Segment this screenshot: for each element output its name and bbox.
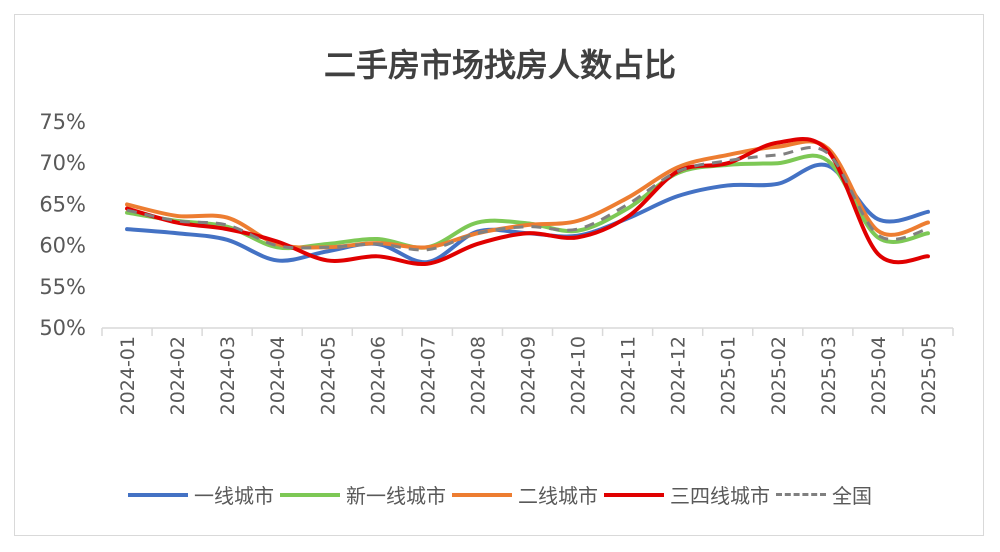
x-tick-label: 2024-07 xyxy=(417,336,439,415)
legend-swatch xyxy=(452,492,512,497)
legend: 一线城市 新一线城市 二线城市 三四线城市 全国 xyxy=(0,480,1000,509)
y-tick-label: 60% xyxy=(39,234,86,258)
legend-item: 全国 xyxy=(776,480,872,509)
legend-item: 新一线城市 xyxy=(280,480,446,509)
legend-label: 三四线城市 xyxy=(670,484,770,508)
x-tick-label: 2024-02 xyxy=(167,336,189,415)
series-line-3 xyxy=(125,136,930,267)
chart-frame xyxy=(14,14,984,536)
y-tick-label: 50% xyxy=(39,316,86,340)
series-line-0 xyxy=(125,162,930,265)
legend-swatch xyxy=(776,493,826,496)
x-tick-label: 2024-12 xyxy=(668,336,690,415)
legend-label: 全国 xyxy=(832,484,872,508)
x-tick-label: 2024-01 xyxy=(117,336,139,415)
legend-item: 二线城市 xyxy=(452,480,598,509)
legend-swatch xyxy=(280,492,340,497)
legend-label: 新一线城市 xyxy=(346,484,446,508)
y-tick-label: 65% xyxy=(39,192,86,216)
x-tick-label: 2024-08 xyxy=(467,336,489,415)
x-tick-label: 2024-10 xyxy=(568,336,590,415)
x-tick-label: 2025-03 xyxy=(818,336,840,415)
series-line-4 xyxy=(126,146,929,252)
x-tick-label: 2024-05 xyxy=(317,336,339,415)
x-tick-label: 2024-06 xyxy=(367,336,389,415)
y-tick-label: 70% xyxy=(39,151,86,175)
legend-item: 三四线城市 xyxy=(604,480,770,509)
x-tick-label: 2025-02 xyxy=(768,336,790,415)
x-tick-label: 2025-04 xyxy=(868,336,890,415)
y-tick-label: 55% xyxy=(39,275,86,299)
chart-title: 二手房市场找房人数占比 xyxy=(323,46,676,84)
x-tick-label: 2024-04 xyxy=(267,336,289,415)
x-tick-label: 2024-11 xyxy=(618,336,640,415)
x-tick-label: 2024-09 xyxy=(518,336,540,415)
legend-label: 一线城市 xyxy=(194,484,274,508)
x-tick-label: 2024-03 xyxy=(217,336,239,415)
x-tick-label: 2025-01 xyxy=(718,336,740,415)
legend-item: 一线城市 xyxy=(128,480,274,509)
x-tick-label: 2025-05 xyxy=(918,336,940,415)
legend-label: 二线城市 xyxy=(518,484,598,508)
y-tick-label: 75% xyxy=(39,110,86,134)
legend-swatch xyxy=(128,492,188,497)
legend-swatch xyxy=(604,492,664,497)
